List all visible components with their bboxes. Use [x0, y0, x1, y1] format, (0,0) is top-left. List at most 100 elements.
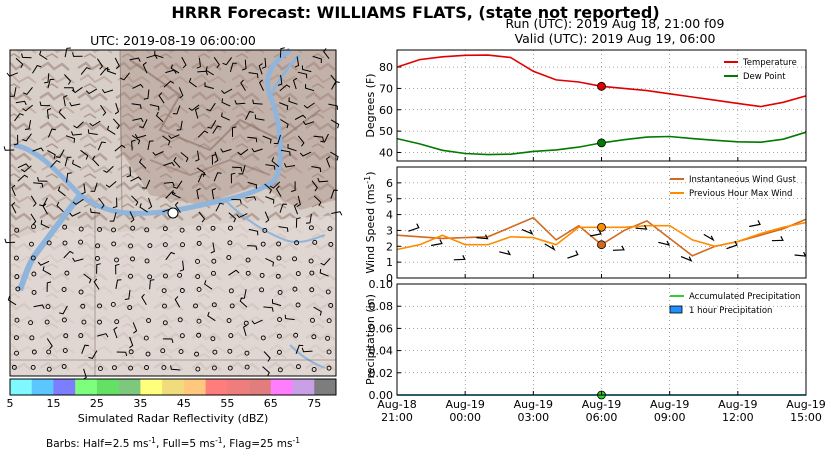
wind-barb: [408, 223, 420, 232]
calm-wind-marker: [31, 349, 37, 355]
wind-barb: [178, 87, 184, 99]
calm-wind-marker: [276, 349, 282, 355]
calm-wind-marker: [28, 320, 34, 326]
calm-wind-marker: [294, 240, 300, 246]
wind-barb: [165, 191, 176, 199]
wind-barb: [112, 118, 120, 130]
wind-barb: [10, 87, 17, 97]
wind-barb: [90, 208, 101, 214]
wind-barb: [212, 125, 222, 134]
wind-barb: [65, 135, 76, 143]
wind-barb: [196, 188, 201, 200]
colorbar-segment: [183, 379, 206, 395]
calm-wind-marker: [308, 258, 314, 264]
calm-wind-marker: [81, 319, 87, 325]
x-tick-label: 15:00: [790, 411, 822, 424]
wind-barb: [179, 260, 185, 272]
calm-wind-marker: [161, 365, 167, 371]
wind-barb: [42, 203, 48, 215]
wind-barb: [80, 149, 89, 160]
location-marker[interactable]: [167, 207, 179, 219]
colorbar-segment: [249, 379, 272, 395]
calm-wind-marker: [212, 349, 218, 355]
calm-wind-marker: [196, 225, 202, 231]
wind-barb: [197, 70, 208, 76]
wind-barb: [296, 195, 301, 208]
wind-barb: [170, 365, 181, 371]
calm-wind-marker: [31, 271, 37, 277]
wind-barb: [88, 350, 98, 359]
calm-wind-marker: [143, 335, 149, 341]
legend-label: Previous Hour Max Wind: [689, 189, 792, 199]
wind-barb: [195, 150, 200, 162]
wind-barb: [311, 180, 318, 192]
calm-wind-marker: [177, 317, 183, 323]
wind-barb: [32, 147, 44, 152]
wind-barb: [63, 94, 68, 107]
calm-wind-marker: [11, 364, 17, 370]
calm-wind-marker: [64, 270, 70, 276]
wind-barbs: [3, 47, 343, 381]
wind-barb: [303, 102, 315, 109]
wind-barb: [92, 155, 100, 167]
calm-wind-marker: [46, 366, 52, 372]
calm-wind-marker: [179, 288, 185, 293]
wind-barb: [24, 120, 32, 130]
wind-barb: [295, 217, 301, 228]
wind-barb: [188, 104, 200, 112]
calm-wind-marker: [312, 239, 318, 245]
wind-barb: [132, 322, 138, 334]
wind-barb: [279, 203, 287, 213]
calm-wind-marker: [310, 317, 315, 323]
calm-wind-marker: [97, 319, 102, 325]
wind-barb: [207, 311, 216, 322]
wind-barb: [22, 133, 32, 142]
calm-wind-marker: [144, 227, 150, 233]
calm-wind-marker: [128, 273, 133, 279]
wind-barb: [64, 74, 72, 85]
wind-barb: [15, 100, 27, 106]
calm-wind-marker: [260, 241, 266, 247]
wind-barb: [220, 148, 232, 153]
wind-barb: [37, 176, 48, 182]
wind-barb: [293, 203, 299, 215]
calm-wind-marker: [78, 239, 84, 245]
wind-barb: [162, 135, 171, 146]
calm-wind-marker: [110, 301, 116, 307]
calm-wind-marker: [127, 305, 133, 310]
wind-barb: [46, 108, 52, 119]
calm-wind-marker: [14, 317, 20, 323]
calm-wind-marker: [46, 349, 52, 355]
calm-wind-marker: [178, 349, 184, 354]
colorbar-tick-label: 55: [220, 397, 234, 410]
wind-barb: [17, 163, 29, 169]
wind-barb: [206, 102, 216, 112]
wind-barb: [33, 304, 45, 309]
x-tick-label: Aug-19: [786, 398, 825, 411]
wind-barb: [103, 165, 114, 174]
wind-barb: [284, 314, 295, 321]
calm-wind-marker: [276, 241, 282, 247]
x-tick-label: 00:00: [449, 411, 481, 424]
calm-wind-marker: [97, 303, 103, 309]
wind-barb: [129, 57, 141, 62]
wind-barb: [262, 366, 270, 377]
calm-wind-marker: [292, 256, 297, 262]
current-value-marker: [597, 222, 606, 232]
wind-barb: [243, 324, 248, 336]
wind-barb: [120, 72, 130, 81]
wind-barb: [262, 135, 272, 144]
x-tick-label: Aug-19: [650, 398, 689, 411]
y-tick-label: 3: [386, 224, 393, 237]
calm-wind-marker: [226, 255, 232, 260]
wind-barb: [131, 103, 142, 109]
wind-barb: [312, 55, 322, 64]
calm-wind-marker: [78, 333, 84, 339]
wind-barb: [194, 107, 200, 119]
calm-wind-marker: [14, 227, 20, 233]
wind-barb: [47, 149, 56, 159]
calm-wind-marker: [326, 318, 332, 324]
wind-barb: [87, 129, 98, 135]
y-axis-label: Degrees (F): [364, 73, 377, 137]
